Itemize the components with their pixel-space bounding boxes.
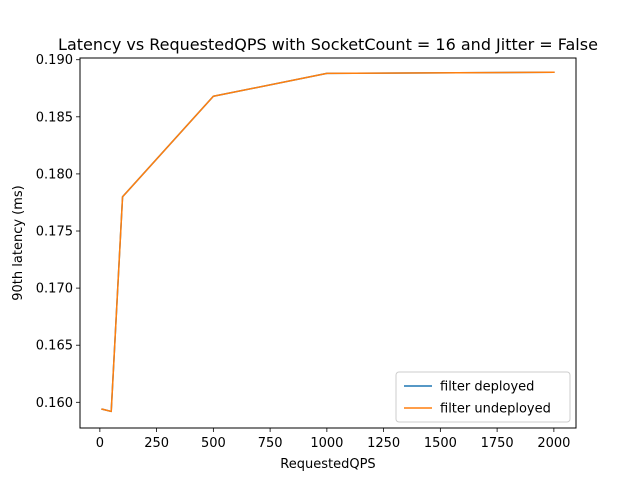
x-tick-label: 1750	[481, 436, 514, 451]
series-line-1	[101, 71, 555, 413]
y-tick-label: 0.175	[36, 225, 73, 240]
y-tick-label: 0.190	[36, 53, 73, 68]
x-tick-label: 1000	[310, 436, 343, 451]
x-axis: 0 250 500 750 1000 1250 1500 1750 2000	[96, 428, 570, 451]
legend-label-1: filter undeployed	[440, 402, 551, 417]
plot-frame	[79, 57, 577, 429]
x-tick-label: 2000	[537, 436, 570, 451]
y-tick-label: 0.170	[36, 282, 73, 297]
legend-label-0: filter deployed	[440, 380, 534, 395]
y-tick-label: 0.160	[36, 396, 73, 411]
x-tick-label: 1250	[367, 436, 400, 451]
chart-title: Latency vs RequestedQPS with SocketCount…	[58, 35, 598, 54]
x-axis-label: RequestedQPS	[280, 457, 375, 472]
legend-box	[395, 371, 571, 423]
y-tick-label: 0.185	[36, 110, 73, 125]
x-tick-label: 250	[144, 436, 169, 451]
y-tick-label: 0.165	[36, 339, 73, 354]
y-axis: 0.160 0.165 0.170 0.175 0.180 0.185 0.190	[36, 53, 80, 411]
plot-area	[101, 71, 555, 413]
x-tick-label: 1500	[424, 436, 457, 451]
legend: filter deployed filter undeployed	[395, 371, 571, 423]
x-tick-label: 750	[258, 436, 283, 451]
x-tick-label: 500	[201, 436, 226, 451]
y-axis-label: 90th latency (ms)	[11, 185, 26, 300]
x-tick-label: 0	[96, 436, 104, 451]
y-tick-label: 0.180	[36, 167, 73, 182]
